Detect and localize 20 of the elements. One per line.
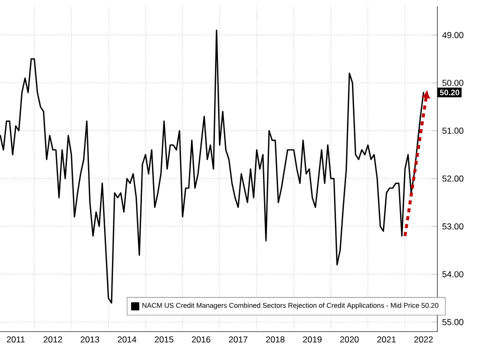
x-tick-label: 2015 [154, 336, 174, 342]
x-tick-label: 2020 [340, 336, 359, 342]
y-tick-label: 53.00 [442, 223, 464, 230]
y-tick-label: 49.00 [442, 32, 464, 38]
x-tick-label: 2019 [303, 336, 322, 342]
y-tick-label: 50.00 [442, 80, 464, 86]
x-tick-label: 2021 [377, 336, 396, 342]
annotation: 50.20 [440, 90, 460, 96]
x-tick-label: 2018 [266, 336, 284, 342]
x-tick-label: 2016 [192, 336, 210, 342]
y-tick-label: 51.00 [442, 128, 464, 134]
x-tick-label: 2014 [118, 336, 136, 342]
y-tick-label: 54.00 [442, 271, 464, 278]
x-tick-label: 2022 [414, 336, 433, 342]
y-tick-label: 55.00 [442, 319, 464, 326]
x-tick-label: 2013 [80, 336, 100, 342]
y-tick-label: 52.00 [442, 176, 464, 182]
x-tick-label: 2017 [228, 336, 248, 342]
x-tick-label: 2011 [6, 336, 25, 342]
x-tick-label: 2012 [44, 336, 62, 342]
